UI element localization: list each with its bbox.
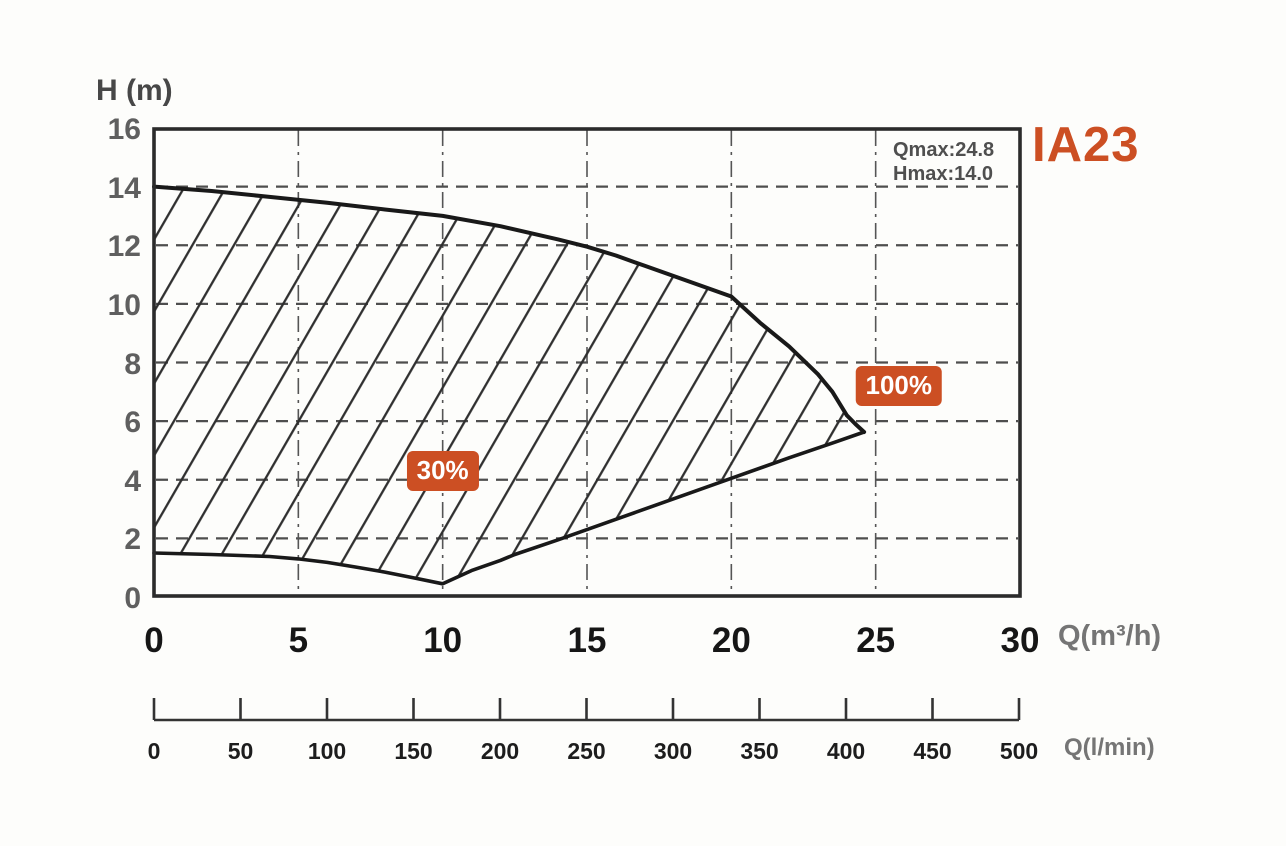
x-tick-label: 15 — [567, 621, 607, 660]
y-tick-label: 10 — [107, 288, 141, 322]
secondary-x-axis-title: Q(l/min) — [1064, 734, 1155, 761]
y-tick-label: 6 — [124, 406, 141, 440]
y-tick-label: 14 — [107, 171, 141, 205]
chart-title: IA23 — [1032, 118, 1140, 172]
lmin-tick-label: 400 — [826, 738, 866, 764]
efficiency-badge-100: 100% — [855, 365, 942, 406]
max-values-annotation: Qmax:24.8 Hmax:14.0 — [893, 138, 994, 186]
lmin-tick-label: 350 — [740, 738, 779, 764]
efficiency-badge-30: 30% — [406, 450, 479, 491]
lmin-tick-label: 300 — [653, 738, 693, 764]
y-axis-title: H (m) — [96, 74, 173, 107]
x-axis-title: Q(m³/h) — [1058, 620, 1162, 652]
x-tick-label: 20 — [711, 621, 751, 660]
y-tick-label: 4 — [124, 464, 141, 498]
plot-frame — [152, 127, 1022, 598]
x-tick-label: 30 — [1000, 621, 1040, 660]
x-tick-label: 10 — [423, 621, 463, 660]
qmax-label: Qmax:24.8 — [893, 139, 995, 161]
operating-region — [154, 186, 865, 584]
lmin-tick-label: 150 — [394, 738, 433, 764]
lmin-tick-label: 450 — [913, 738, 952, 764]
lmin-tick-label: 100 — [307, 738, 347, 764]
lmin-tick-label: 50 — [227, 738, 254, 764]
y-tick-label: 2 — [124, 523, 141, 557]
lmin-tick-label: 500 — [999, 738, 1039, 764]
y-tick-label: 8 — [124, 347, 141, 381]
hmax-label: Hmax:14.0 — [893, 163, 994, 185]
x-tick-label: 0 — [144, 621, 164, 660]
y-tick-label: 12 — [107, 230, 141, 264]
lmin-tick-label: 0 — [147, 738, 161, 764]
lmin-tick-label: 200 — [480, 738, 520, 764]
x-tick-label: 25 — [856, 621, 896, 660]
lower-limit-curve — [152, 430, 866, 586]
y-tick-label: 0 — [124, 582, 141, 615]
y-tick-label: 16 — [107, 113, 141, 146]
upper-limit-curve — [152, 184, 867, 434]
x-tick-label: 5 — [288, 621, 309, 660]
lmin-tick-label: 250 — [567, 738, 606, 764]
